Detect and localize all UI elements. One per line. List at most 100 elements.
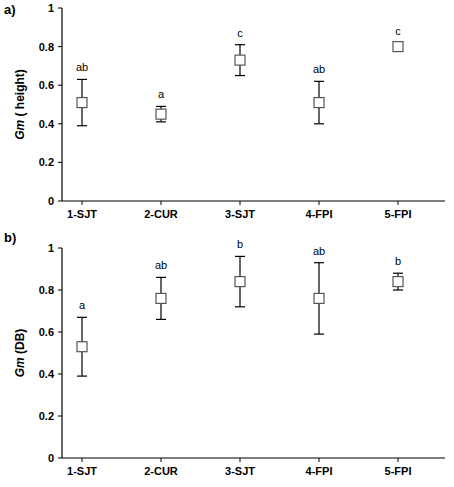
x-tick <box>319 458 320 462</box>
y-axis-line <box>61 8 62 201</box>
x-axis-line <box>62 457 445 458</box>
y-axis-label: Gm (DB) <box>13 329 27 378</box>
error-cap <box>156 106 166 107</box>
x-tick <box>82 458 83 462</box>
y-tick-label: 0.8 <box>39 41 54 53</box>
y-tick-label: 1 <box>48 2 54 14</box>
error-cap <box>77 79 87 80</box>
x-tick-label: 3-SJT <box>225 208 255 220</box>
y-axis-label-part: Gm <box>13 120 27 140</box>
error-bar <box>156 277 166 319</box>
annotation: ab <box>155 259 167 271</box>
plot-area <box>77 42 403 126</box>
x-tick <box>82 201 83 205</box>
x-tick-label: 2-CUR <box>144 465 178 477</box>
error-bar <box>156 106 166 121</box>
y-tick <box>58 458 62 459</box>
annotation: c <box>395 25 401 37</box>
point <box>314 98 324 108</box>
x-tick-label: 5-FPI <box>385 465 412 477</box>
x-tick <box>240 458 241 462</box>
point <box>156 293 166 303</box>
plot-area <box>77 256 403 376</box>
error-cap <box>235 306 245 307</box>
y-axis-label-part: Gm <box>13 357 27 377</box>
error-bar <box>77 79 87 125</box>
panel-title: b) <box>4 230 16 245</box>
y-tick <box>58 201 62 202</box>
annotation: b <box>237 238 243 250</box>
x-tick <box>240 201 241 205</box>
y-tick <box>58 416 62 417</box>
point <box>235 55 245 65</box>
point <box>393 42 403 52</box>
y-tick-label: 0.6 <box>39 326 54 338</box>
error-bar <box>393 273 403 290</box>
error-cap <box>393 289 403 290</box>
y-axis-label-part: ( height) <box>13 69 27 120</box>
point <box>156 109 166 119</box>
y-tick <box>58 46 62 47</box>
y-axis-label: Gm ( height) <box>13 69 27 140</box>
x-tick-label: 1-SJT <box>67 465 97 477</box>
x-tick-label: 2-CUR <box>144 208 178 220</box>
x-tick-label: 3-SJT <box>225 465 255 477</box>
y-tick-label: 0.2 <box>39 156 54 168</box>
y-tick <box>58 290 62 291</box>
annotation: a <box>158 88 165 100</box>
error-bar <box>77 317 87 376</box>
error-cap <box>235 256 245 257</box>
error-cap <box>314 81 324 82</box>
error-cap <box>235 75 245 76</box>
point <box>393 277 403 287</box>
error-cap <box>314 123 324 124</box>
y-tick-label: 0.6 <box>39 79 54 91</box>
x-tick <box>398 458 399 462</box>
panel-title: a) <box>4 2 16 17</box>
annotation: a <box>79 299 86 311</box>
point <box>77 342 87 352</box>
y-axis-line <box>61 248 62 458</box>
y-tick-label: 0 <box>48 195 54 207</box>
error-bar <box>314 81 324 123</box>
x-axis-line <box>62 200 445 201</box>
error-bar <box>314 263 324 334</box>
x-tick-label: 1-SJT <box>67 208 97 220</box>
y-tick-label: 0.4 <box>39 368 55 380</box>
annotation: ab <box>313 63 325 75</box>
error-cap <box>156 277 166 278</box>
annotation: ab <box>313 245 325 257</box>
y-tick <box>58 85 62 86</box>
x-tick-label: 5-FPI <box>385 208 412 220</box>
annotation: b <box>395 255 401 267</box>
y-tick <box>58 332 62 333</box>
error-cap <box>77 125 87 126</box>
x-tick-label: 4-FPI <box>306 465 333 477</box>
point <box>314 293 324 303</box>
point <box>77 98 87 108</box>
error-cap <box>156 319 166 320</box>
x-tick <box>398 201 399 205</box>
error-bar <box>235 256 245 306</box>
x-tick-label: 4-FPI <box>306 208 333 220</box>
annotation: c <box>237 27 243 39</box>
y-axis-label-part: (DB) <box>13 329 27 358</box>
figure: a) Gm ( height) 0 0.2 0.4 0.6 0.8 1 1-SJT 2-CUR 3-… <box>0 0 454 487</box>
point <box>235 277 245 287</box>
x-tick <box>161 201 162 205</box>
error-cap <box>156 121 166 122</box>
error-cap <box>393 273 403 274</box>
error-cap <box>314 334 324 335</box>
error-bar <box>235 45 245 76</box>
y-tick-label: 0.8 <box>39 284 54 296</box>
y-tick <box>58 8 62 9</box>
error-cap <box>77 317 87 318</box>
error-cap <box>314 262 324 263</box>
y-tick <box>58 162 62 163</box>
y-tick-label: 0.4 <box>39 118 55 130</box>
error-cap <box>235 44 245 45</box>
y-tick <box>58 123 62 124</box>
y-tick <box>58 248 62 249</box>
y-tick <box>58 374 62 375</box>
error-cap <box>77 376 87 377</box>
